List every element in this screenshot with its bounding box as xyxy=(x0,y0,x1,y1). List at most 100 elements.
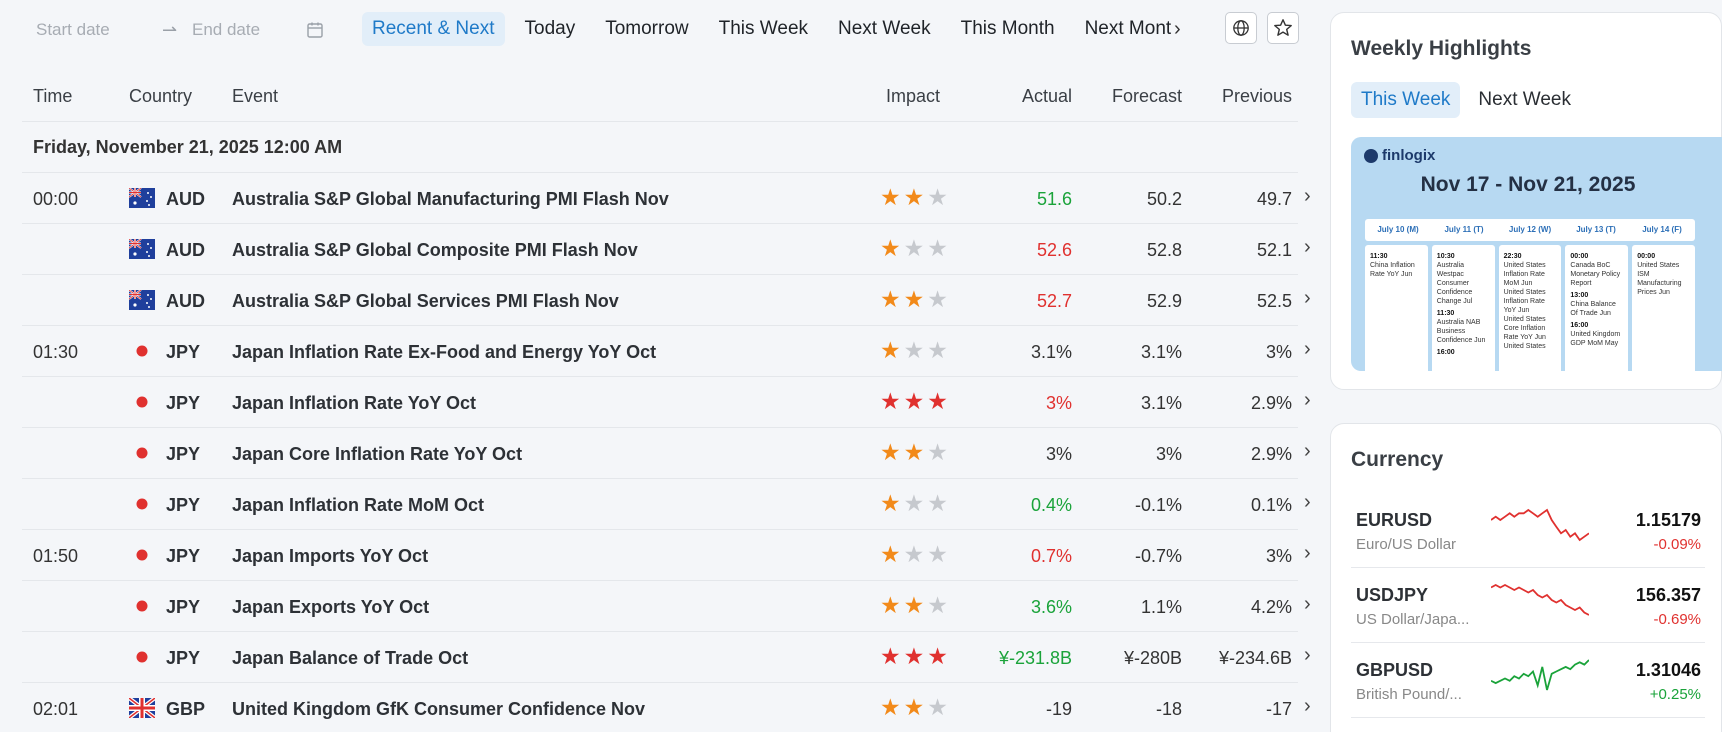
tab-next-week[interactable]: Next Week xyxy=(838,18,931,39)
actual-value: -19 xyxy=(1045,699,1072,719)
impact-star-icon: ★ xyxy=(903,286,925,312)
event-time: 02:01 xyxy=(33,699,79,719)
table-row[interactable]: AUD Australia S&P Global Composite PMI Fl… xyxy=(22,224,1311,275)
currency-row[interactable]: USDJPY US Dollar/Japa... 156.357 -0.69% xyxy=(1351,569,1705,643)
chevron-right-icon[interactable]: › xyxy=(1174,17,1181,40)
event-name[interactable]: Japan Balance of Trade Oct xyxy=(232,648,469,668)
economic-calendar: Start date ⇀ End date Recent & Next Today… xyxy=(22,12,1312,732)
table-row[interactable]: 00:00 AUD Australia S&P Global Manufacturi… xyxy=(22,173,1311,224)
table-row[interactable]: AUD Australia S&P Global Services PMI Fla… xyxy=(22,275,1311,326)
mini-event-name: China Balance Of Trade Jun xyxy=(1570,301,1616,317)
event-name[interactable]: Japan Inflation Rate YoY Oct xyxy=(232,393,477,413)
weekly-highlights-card[interactable]: finlogix Nov 17 - Nov 21, 2025 July 10 (… xyxy=(1351,137,1722,371)
currency-price: 156.357 xyxy=(1635,585,1701,605)
chevron-right-icon[interactable]: › xyxy=(1304,695,1311,717)
start-date-input[interactable]: Start date xyxy=(36,20,110,39)
header-impact[interactable]: Impact xyxy=(886,86,941,106)
weekly-tab-this-week[interactable]: This Week xyxy=(1351,82,1461,118)
weekly-tabs: This Week Next Week xyxy=(1351,82,1589,118)
impact-star-icon: ★ xyxy=(927,592,948,618)
table-row[interactable]: JPY Japan Inflation Rate YoY Oct ★ ★ ★ 3% 3.1%… xyxy=(22,377,1311,428)
finlogix-logo: finlogix xyxy=(1364,147,1435,164)
event-name[interactable]: Australia S&P Global Services PMI Flash … xyxy=(232,291,619,311)
mini-event-time: 10:30 xyxy=(1436,253,1455,260)
table-row[interactable]: 01:50 JPY Japan Imports YoY Oct ★ ★ ★ 0.7% -0.7… xyxy=(22,530,1311,581)
previous-value: 2.9% xyxy=(1250,444,1292,464)
forecast-value: 3.1% xyxy=(1140,342,1182,362)
table-row[interactable]: 02:01 GBP United Kingdom GfK Consumer Conf… xyxy=(22,683,1311,732)
impact-star-icon: ★ xyxy=(880,337,901,363)
actual-value: 51.6 xyxy=(1036,189,1072,209)
actual-value: 3% xyxy=(1045,393,1072,413)
star-icon[interactable] xyxy=(1267,12,1299,44)
mini-event-name: United States xyxy=(1503,343,1546,350)
tab-recent-next[interactable]: Recent & Next xyxy=(362,12,505,46)
event-name[interactable]: Japan Inflation Rate MoM Oct xyxy=(232,495,485,515)
impact-star-icon: ★ xyxy=(927,490,948,516)
gbp-flag-icon xyxy=(127,696,157,720)
currency-row[interactable]: EURUSD Euro/US Dollar 1.15179 -0.09% xyxy=(1351,494,1705,568)
header-actual[interactable]: Actual xyxy=(1021,86,1072,106)
chevron-right-icon[interactable]: › xyxy=(1304,593,1311,615)
impact-rating: ★ ★ ★ xyxy=(880,339,948,362)
chevron-right-icon[interactable]: › xyxy=(1304,542,1311,564)
chevron-right-icon[interactable]: › xyxy=(1304,236,1311,258)
event-name[interactable]: Japan Inflation Rate Ex-Food and Energy … xyxy=(232,342,657,362)
globe-icon[interactable] xyxy=(1225,12,1257,44)
chevron-right-icon[interactable]: › xyxy=(1304,491,1311,513)
forecast-value: 52.9 xyxy=(1146,291,1182,311)
chevron-right-icon[interactable]: › xyxy=(1304,644,1311,666)
impact-rating: ★ ★ ★ xyxy=(880,390,948,413)
chevron-right-icon[interactable]: › xyxy=(1304,389,1311,411)
mini-event-name: Canada BoC Monetary Policy Report xyxy=(1570,262,1621,287)
mini-event-time: 11:30 xyxy=(1370,253,1388,260)
impact-rating: ★ ★ ★ xyxy=(880,543,948,566)
event-name[interactable]: Japan Exports YoY Oct xyxy=(232,597,430,617)
filter-bar: Start date ⇀ End date Recent & Next Today… xyxy=(22,12,1312,48)
table-row[interactable]: JPY Japan Core Inflation Rate YoY Oct ★ ★ ★ 3… xyxy=(22,428,1311,479)
mini-day-column: 00:00 United States ISM Manufacturing Pri… xyxy=(1632,245,1695,371)
calendar-icon[interactable] xyxy=(306,12,324,48)
tab-this-week[interactable]: This Week xyxy=(718,18,809,39)
tab-today[interactable]: Today xyxy=(524,18,576,39)
chevron-right-icon[interactable]: › xyxy=(1304,338,1311,360)
impact-rating: ★ ★ ★ xyxy=(880,288,948,311)
impact-star-icon: ★ xyxy=(927,541,948,567)
mini-day-column: 10:30 Australia Westpac Consumer Confiden… xyxy=(1431,245,1495,371)
aud-flag-icon xyxy=(128,187,155,208)
impact-star-icon: ★ xyxy=(903,235,925,261)
event-name[interactable]: Australia S&P Global Composite PMI Flash… xyxy=(232,240,638,260)
tab-tomorrow[interactable]: Tomorrow xyxy=(605,18,689,39)
header-previous[interactable]: Previous xyxy=(1221,86,1292,106)
table-row[interactable]: JPY Japan Balance of Trade Oct ★ ★ ★ ¥-231.8B… xyxy=(22,632,1311,683)
impact-star-icon: ★ xyxy=(927,643,948,669)
header-country[interactable]: Country xyxy=(129,86,193,106)
country-code: GBP xyxy=(166,699,206,719)
end-date-input[interactable]: End date xyxy=(192,20,261,39)
event-name[interactable]: United Kingdom GfK Consumer Confidence N… xyxy=(232,699,646,719)
weekly-tab-next-week[interactable]: Next Week xyxy=(1478,89,1571,110)
brand-name: finlogix xyxy=(1382,147,1436,164)
country-code: JPY xyxy=(166,342,201,362)
currency-row[interactable]: GBPUSD British Pound/... 1.31046 +0.25% xyxy=(1351,644,1705,718)
header-time[interactable]: Time xyxy=(33,86,73,106)
table-row[interactable]: JPY Japan Exports YoY Oct ★ ★ ★ 3.6% 1.1% 4.2% › xyxy=(22,581,1311,632)
table-row[interactable]: 01:30 JPY Japan Inflation Rate Ex-Food and… xyxy=(22,326,1311,377)
chevron-right-icon[interactable]: › xyxy=(1304,440,1311,462)
forecast-value: 3.1% xyxy=(1140,393,1182,413)
currency-price: 1.15179 xyxy=(1635,510,1701,530)
forecast-value: 3% xyxy=(1155,444,1182,464)
event-name[interactable]: Australia S&P Global Manufacturing PMI F… xyxy=(232,189,669,209)
header-forecast[interactable]: Forecast xyxy=(1111,86,1182,106)
tab-next-mont[interactable]: Next Mont xyxy=(1084,18,1172,39)
chevron-right-icon[interactable]: › xyxy=(1304,287,1311,309)
weekly-highlights-panel: Weekly Highlights This Week Next Week fin… xyxy=(1330,12,1722,390)
event-name[interactable]: Japan Core Inflation Rate YoY Oct xyxy=(232,444,523,464)
event-time: 01:30 xyxy=(33,342,79,362)
header-event[interactable]: Event xyxy=(232,86,279,106)
sparkline-path xyxy=(1491,508,1589,542)
tab-this-month[interactable]: This Month xyxy=(960,18,1055,39)
chevron-right-icon[interactable]: › xyxy=(1304,185,1311,207)
event-name[interactable]: Japan Imports YoY Oct xyxy=(232,546,429,566)
table-row[interactable]: JPY Japan Inflation Rate MoM Oct ★ ★ ★ 0.4% -0… xyxy=(22,479,1311,530)
